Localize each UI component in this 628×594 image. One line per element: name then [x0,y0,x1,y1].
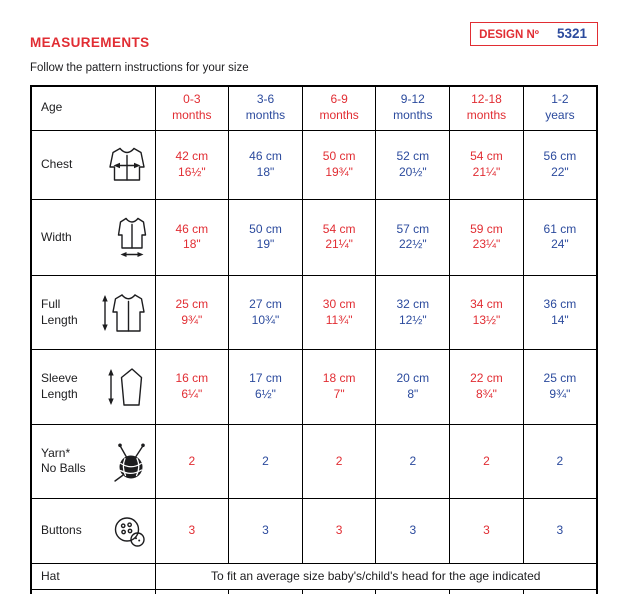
age-cell: 3-6 months [228,85,303,131]
measurement-cell: 61 cm 24" [522,199,598,276]
age-cell: 1-2 years [522,85,598,131]
measurement-cell: 57 cm 22½" [375,199,451,276]
measurement-cell: 34 cm 13½" [449,274,524,351]
design-number: 5321 [556,26,587,41]
yarn-balls-cell: 1 [449,589,524,594]
buttons-count-cell: 3 [449,497,524,565]
yarn-ball-icon [113,443,145,482]
buttons-count-cell: 3 [522,497,598,565]
row-label-width: Width [30,199,156,276]
measurement-cell: 25 cm 9¾" [154,274,230,351]
buttons-count-cell: 3 [228,497,303,565]
measurement-cell: 22 cm 8¾" [449,349,524,426]
yarn-balls-cell: 2 [449,424,524,499]
row-label-text: Hat [41,569,60,584]
buttons-icon [114,516,145,547]
measurement-cell: 54 cm 21¼" [449,129,524,201]
design-number-box: DESIGN Nº 5321 [470,22,598,46]
age-cell: 6-9 months [301,85,377,131]
buttons-count-cell: 3 [301,497,377,565]
row-label-text: Chest [41,156,73,171]
measurement-cell: 20 cm 8" [375,349,451,426]
row-label-full-length: Full Length [30,274,156,351]
row-label-yarn-hat: Yarn* No Balls [30,589,156,594]
table-row-age: Age 0-3 months 3-6 months 6-9 months 9-1… [30,85,598,131]
age-cell: 0-3 months [154,85,230,131]
measurement-cell: 17 cm 6½" [228,349,303,426]
page-header: MEASUREMENTS DESIGN Nº 5321 [30,22,598,50]
measurement-cell: 50 cm 19¾" [301,129,377,201]
sweater-chest-arrow-icon [108,148,145,182]
row-label-text: Age [41,100,63,115]
table-row-hat: Hat To fit an average size baby's/child'… [30,563,598,591]
measurement-cell: 46 cm 18" [154,199,230,276]
row-label-text: Sleeve Length [41,371,78,402]
measurement-cell: 36 cm 14" [522,274,598,351]
measurement-cell: 50 cm 19" [228,199,303,276]
age-cell: 9-12 months [375,85,451,131]
row-label-buttons: Buttons [30,497,156,565]
row-label-hat: Hat [30,563,156,591]
sleeve-length-arrow-icon [107,368,142,406]
table-row-sleeve-length: Sleeve Length 16 cm 6¼" 17 cm 6½" 18 cm … [30,349,598,426]
measurement-cell: 32 cm 12½" [375,274,451,351]
page-title: MEASUREMENTS [30,35,150,50]
yarn-balls-cell: 1 [228,589,303,594]
measurement-cell: 30 cm 11¾" [301,274,377,351]
design-label: DESIGN Nº [479,29,539,41]
subtitle: Follow the pattern instructions for your… [30,62,249,74]
yarn-balls-cell: 1 [154,589,230,594]
measurement-cell: 59 cm 23¼" [449,199,524,276]
row-label-sleeve-length: Sleeve Length [30,349,156,426]
measurement-cell: 16 cm 6¼" [154,349,230,426]
yarn-balls-cell: 2 [228,424,303,499]
row-label-text: Yarn* No Balls [41,445,86,476]
measurement-cell: 25 cm 9¾" [522,349,598,426]
hat-fit-note: To fit an average size baby's/child's he… [154,563,598,591]
row-label-text: Width [41,229,72,244]
yarn-balls-cell: 2 [154,424,230,499]
yarn-balls-cell: 2 [301,424,377,499]
row-label-text: Full Length [41,296,78,327]
yarn-balls-cell: 1 [522,589,598,594]
buttons-count-cell: 3 [154,497,230,565]
yarn-balls-cell: 2 [522,424,598,499]
buttons-count-cell: 3 [375,497,451,565]
yarn-balls-cell: 2 [375,424,451,499]
row-label-yarn-sweater: Yarn* No Balls [30,424,156,499]
table-row-yarn-hat: Yarn* No Balls 1 1 [30,589,598,594]
table-row-yarn-sweater: Yarn* No Balls 2 2 [30,424,598,499]
table-row-buttons: Buttons 3 3 [30,497,598,565]
row-label-age: Age [30,85,156,131]
table-row-width: Width 46 cm 18" 50 cm 19" 54 cm 21¼" [30,199,598,276]
measurement-cell: 42 cm 16½" [154,129,230,201]
measurement-cell: 54 cm 21¼" [301,199,377,276]
measurement-cell: 56 cm 22" [522,129,598,201]
sweater-full-length-arrow-icon [101,293,145,332]
table-row-chest: Chest 42 cm 16½" 46 cm 18" 50 cm 19¾" [30,129,598,201]
age-cell: 12-18 months [449,85,524,131]
table-row-full-length: Full Length 25 cm 9¾" 27 cm 10¾" 30 cm 1 [30,274,598,351]
measurement-cell: 18 cm 7" [301,349,377,426]
row-label-text: Buttons [41,523,82,538]
measurement-cell: 52 cm 20½" [375,129,451,201]
measurements-table: Age 0-3 months 3-6 months 6-9 months 9-1… [30,85,598,594]
yarn-balls-cell: 1 [301,589,377,594]
sweater-width-arrow-icon [117,217,146,257]
measurement-cell: 46 cm 18" [228,129,303,201]
measurement-cell: 27 cm 10¾" [228,274,303,351]
yarn-balls-cell: 1 [375,589,451,594]
row-label-chest: Chest [30,129,156,201]
